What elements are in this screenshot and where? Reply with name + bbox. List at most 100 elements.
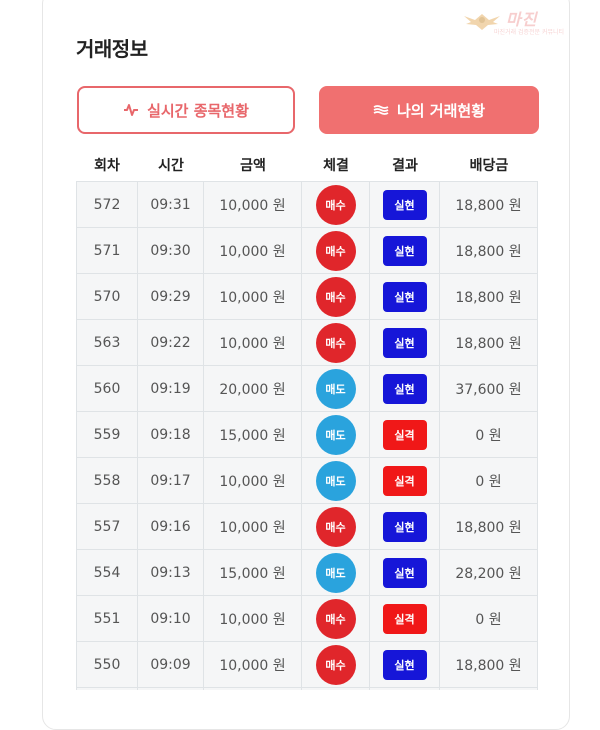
trade-badge: 매수 (315, 276, 356, 317)
round-cell: 558 (76, 458, 138, 503)
time-cell: 09:31 (138, 182, 204, 227)
amount-cell: 10,000 원 (204, 642, 302, 687)
trade-badge: 매수 (315, 644, 356, 685)
column-header-amount: 금액 (240, 158, 266, 174)
round-cell (76, 688, 138, 690)
result-cell: 실격 (370, 458, 440, 503)
result-badge: 실현 (382, 281, 427, 312)
result-cell: 실현 (370, 182, 440, 227)
result-badge: 실현 (382, 327, 427, 358)
trade-cell: 매수 (302, 504, 370, 549)
payout-cell: 18,800 원 (440, 504, 538, 549)
amount-cell: 10,000 원 (204, 182, 302, 227)
result-cell: 실현 (370, 320, 440, 365)
table-row: 558 09:17 10,000 원 매도 실격 0 원 (76, 458, 538, 504)
amount-cell: 10,000 원 (204, 274, 302, 319)
table-row: 571 09:30 10,000 원 매수 실현 18,800 원 (76, 228, 538, 274)
amount-cell: 10,000 원 (204, 504, 302, 549)
table-row: 557 09:16 10,000 원 매수 실현 18,800 원 (76, 504, 538, 550)
result-cell: 실격 (370, 412, 440, 457)
trade-cell: 매도 (302, 458, 370, 503)
trade-badge: 매도 (315, 552, 356, 593)
time-cell: 09:29 (138, 274, 204, 319)
wave-lines-icon (373, 104, 389, 116)
amount-cell: 15,000 원 (204, 550, 302, 595)
live-status-label: 실시간 종목현황 (147, 101, 249, 120)
my-trades-button[interactable]: 나의 거래현황 (319, 86, 539, 134)
payout-cell: 0 원 (440, 458, 538, 503)
table-row: 572 09:31 10,000 원 매수 실현 18,800 원 (76, 182, 538, 228)
trade-cell: 매수 (302, 274, 370, 319)
result-badge: 실현 (382, 649, 427, 680)
table-row: 559 09:18 15,000 원 매도 실격 0 원 (76, 412, 538, 458)
watermark-text: 마진 (506, 10, 538, 29)
table-row: 570 09:29 10,000 원 매수 실현 18,800 원 (76, 274, 538, 320)
trade-cell: 매수 (302, 642, 370, 687)
table-row: 554 09:13 15,000 원 매도 실현 28,200 원 (76, 550, 538, 596)
result-cell: 실현 (370, 550, 440, 595)
live-status-button[interactable]: 실시간 종목현황 (77, 86, 295, 134)
time-cell: 09:10 (138, 596, 204, 641)
payout-cell: 0 원 (440, 596, 538, 641)
trade-cell: 매수 (302, 182, 370, 227)
payout-cell: 18,800 원 (440, 182, 538, 227)
section-title: 거래정보 (76, 37, 148, 61)
result-cell: 실현 (370, 228, 440, 273)
result-badge: 실현 (382, 373, 427, 404)
trade-badge: 매수 (315, 184, 356, 225)
trade-cell: 매수 (302, 320, 370, 365)
column-header-round: 회차 (94, 158, 120, 174)
result-cell: 실격 (370, 596, 440, 641)
trade-badge: 매수 (315, 230, 356, 271)
trade-badge: 매수 (315, 598, 356, 639)
watermark-subtext: 마진거래 검증전문 커뮤니티 (494, 29, 565, 36)
round-cell: 557 (76, 504, 138, 549)
result-cell (370, 688, 440, 690)
trade-table-body[interactable]: 572 09:31 10,000 원 매수 실현 18,800 원 571 09… (76, 181, 538, 690)
table-row: 560 09:19 20,000 원 매도 실현 37,600 원 (76, 366, 538, 412)
round-cell: 571 (76, 228, 138, 273)
time-cell: 09:17 (138, 458, 204, 503)
result-cell: 실현 (370, 642, 440, 687)
time-cell: 09:22 (138, 320, 204, 365)
amount-cell: 10,000 원 (204, 458, 302, 503)
result-badge: 실현 (382, 511, 427, 542)
trade-cell: 매도 (302, 366, 370, 411)
trade-cell: 매도 (302, 550, 370, 595)
round-cell: 563 (76, 320, 138, 365)
amount-cell: 20,000 원 (204, 366, 302, 411)
result-cell: 실현 (370, 274, 440, 319)
table-row (76, 688, 538, 690)
round-cell: 572 (76, 182, 138, 227)
my-trades-label: 나의 거래현황 (396, 101, 486, 120)
time-cell: 09:09 (138, 642, 204, 687)
table-header: 회차 시간 금액 체결 결과 배당금 (76, 150, 538, 180)
wings-emblem-icon (464, 14, 500, 30)
amount-cell (204, 688, 302, 690)
time-cell (138, 688, 204, 690)
trade-cell: 매도 (302, 412, 370, 457)
round-cell: 570 (76, 274, 138, 319)
trade-badge: 매도 (315, 460, 356, 501)
trade-badge: 매수 (315, 322, 356, 363)
amount-cell: 10,000 원 (204, 320, 302, 365)
watermark-logo: 마진 마진거래 검증전문 커뮤니티 (458, 4, 598, 38)
round-cell: 554 (76, 550, 138, 595)
payout-cell: 28,200 원 (440, 550, 538, 595)
column-header-trade: 체결 (323, 158, 349, 174)
round-cell: 559 (76, 412, 138, 457)
time-cell: 09:13 (138, 550, 204, 595)
result-badge: 실격 (382, 465, 427, 496)
payout-cell: 18,800 원 (440, 274, 538, 319)
result-cell: 실현 (370, 504, 440, 549)
payout-cell: 18,800 원 (440, 642, 538, 687)
trade-cell: 매수 (302, 596, 370, 641)
result-badge: 실현 (382, 235, 427, 266)
payout-cell: 18,800 원 (440, 228, 538, 273)
payout-cell: 37,600 원 (440, 366, 538, 411)
column-header-payout: 배당금 (469, 158, 509, 174)
time-cell: 09:19 (138, 366, 204, 411)
trade-badge: 매수 (315, 506, 356, 547)
result-badge: 실격 (382, 603, 427, 634)
result-cell: 실현 (370, 366, 440, 411)
